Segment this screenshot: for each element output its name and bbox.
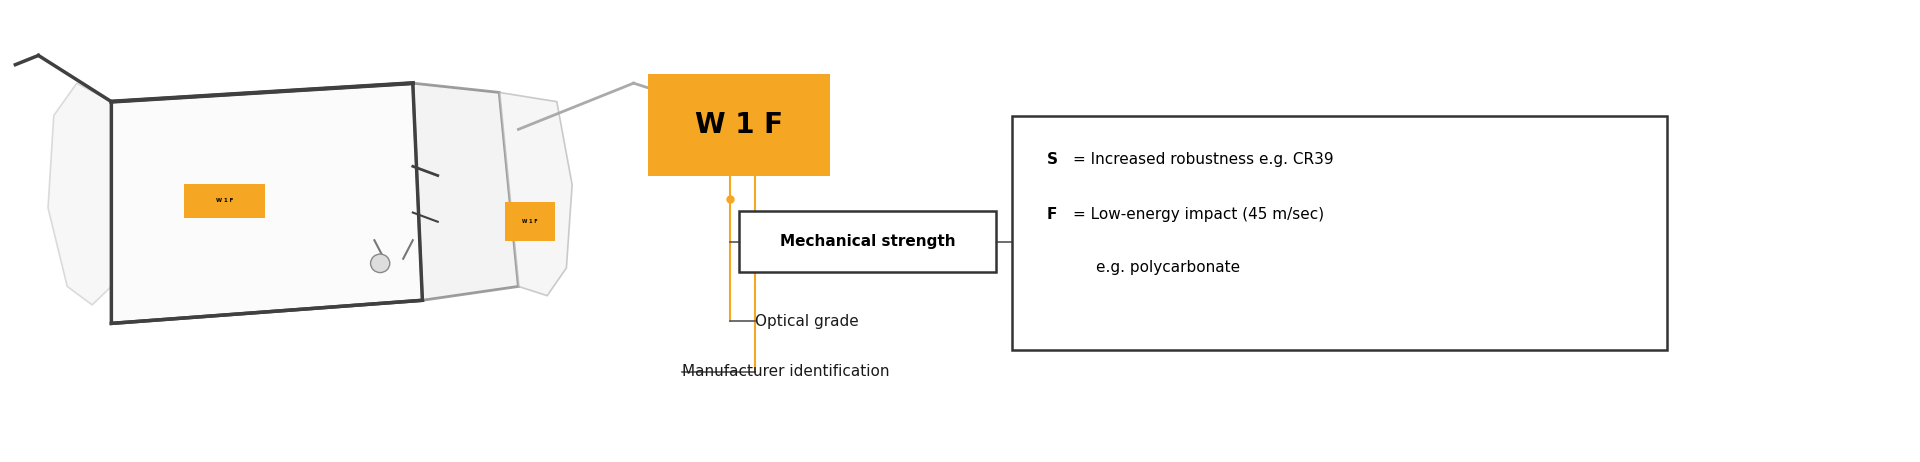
Text: W 1 F: W 1 F: [522, 219, 538, 224]
Text: = Low-energy impact (45 m/sec): = Low-energy impact (45 m/sec): [1073, 207, 1325, 222]
FancyBboxPatch shape: [505, 202, 555, 241]
FancyBboxPatch shape: [649, 74, 829, 176]
Ellipse shape: [371, 254, 390, 273]
Polygon shape: [48, 83, 111, 305]
Polygon shape: [413, 83, 518, 300]
Text: S: S: [1046, 152, 1058, 167]
FancyBboxPatch shape: [1012, 116, 1667, 350]
Text: F: F: [1046, 207, 1056, 222]
Polygon shape: [111, 83, 422, 323]
Text: Optical grade: Optical grade: [755, 314, 858, 328]
Polygon shape: [499, 92, 572, 296]
FancyBboxPatch shape: [184, 184, 265, 218]
Text: e.g. polycarbonate: e.g. polycarbonate: [1096, 261, 1240, 275]
Text: W 1 F: W 1 F: [695, 111, 783, 139]
Text: Manufacturer identification: Manufacturer identification: [682, 365, 889, 379]
FancyBboxPatch shape: [739, 211, 996, 272]
Text: = Increased robustness e.g. CR39: = Increased robustness e.g. CR39: [1073, 152, 1334, 167]
Text: W 1 F: W 1 F: [215, 199, 234, 203]
Text: Mechanical strength: Mechanical strength: [780, 234, 956, 249]
